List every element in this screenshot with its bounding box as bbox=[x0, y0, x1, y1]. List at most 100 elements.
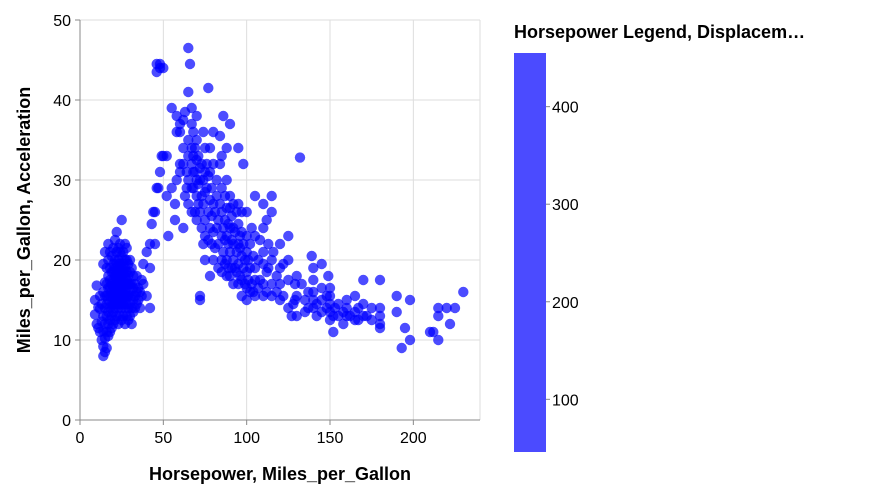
data-point bbox=[186, 102, 197, 114]
legend-label: 400 bbox=[552, 100, 579, 117]
data-point bbox=[183, 134, 194, 146]
data-point bbox=[266, 206, 277, 218]
data-point bbox=[316, 258, 327, 270]
data-point bbox=[333, 298, 344, 310]
data-point bbox=[183, 198, 194, 210]
data-point bbox=[183, 86, 194, 98]
data-point bbox=[291, 310, 302, 322]
data-point bbox=[323, 270, 334, 282]
data-point bbox=[138, 278, 149, 290]
data-point bbox=[221, 174, 232, 186]
data-point bbox=[261, 214, 272, 226]
data-point bbox=[306, 250, 317, 262]
data-point bbox=[121, 242, 132, 254]
data-point bbox=[374, 274, 386, 286]
data-point bbox=[178, 114, 189, 126]
data-point bbox=[216, 150, 227, 162]
data-point bbox=[244, 238, 256, 250]
data-point bbox=[271, 270, 282, 282]
data-point bbox=[111, 226, 122, 238]
data-point bbox=[428, 326, 439, 338]
data-point bbox=[146, 218, 157, 230]
x-tick-label: 200 bbox=[400, 430, 427, 447]
data-point bbox=[241, 206, 252, 218]
legend-title: Horsepower Legend, Displacem… bbox=[514, 22, 805, 42]
data-point bbox=[258, 278, 269, 290]
data-point bbox=[224, 118, 236, 130]
data-point bbox=[158, 62, 169, 74]
data-point bbox=[249, 262, 261, 274]
data-point bbox=[211, 190, 222, 202]
x-tick-label: 100 bbox=[233, 430, 260, 447]
data-point bbox=[196, 222, 207, 234]
data-point bbox=[399, 322, 411, 334]
data-point bbox=[189, 142, 201, 154]
data-point bbox=[179, 190, 191, 202]
data-point bbox=[433, 302, 444, 314]
data-point bbox=[153, 182, 164, 194]
data-point bbox=[144, 262, 156, 274]
x-axis-title: Horsepower, Miles_per_Gallon bbox=[149, 464, 411, 484]
data-point bbox=[149, 238, 161, 250]
data-point bbox=[249, 290, 261, 302]
data-point bbox=[308, 274, 319, 286]
data-point bbox=[254, 234, 266, 246]
data-point bbox=[171, 174, 182, 186]
data-point bbox=[349, 290, 361, 302]
data-point bbox=[266, 190, 277, 202]
data-point bbox=[263, 238, 274, 250]
data-point bbox=[134, 302, 146, 314]
data-point bbox=[296, 278, 307, 290]
data-point bbox=[274, 238, 286, 250]
data-point bbox=[294, 152, 306, 163]
data-point bbox=[341, 294, 352, 306]
data-point bbox=[324, 282, 336, 294]
data-point bbox=[328, 326, 339, 338]
legend: Horsepower Legend, Displacem… 400 300 200 1… bbox=[514, 22, 805, 452]
data-point bbox=[161, 150, 172, 162]
data-point bbox=[316, 282, 327, 294]
data-point bbox=[124, 254, 136, 266]
data-point bbox=[116, 214, 127, 226]
data-point bbox=[278, 290, 289, 302]
data-point bbox=[458, 286, 469, 298]
data-point bbox=[374, 318, 386, 330]
data-point bbox=[324, 290, 336, 302]
data-point bbox=[211, 174, 222, 186]
data-point bbox=[338, 318, 349, 330]
data-point bbox=[166, 182, 177, 194]
data-point bbox=[249, 190, 261, 202]
data-point bbox=[199, 254, 211, 266]
data-point bbox=[169, 214, 181, 226]
x-tick-label: 0 bbox=[76, 430, 85, 447]
data-point bbox=[274, 278, 286, 290]
data-point bbox=[203, 82, 214, 94]
data-point bbox=[191, 134, 202, 146]
data-point bbox=[233, 142, 244, 154]
data-point bbox=[194, 206, 206, 218]
data-point bbox=[449, 302, 461, 314]
data-point bbox=[299, 294, 311, 306]
data-point bbox=[166, 102, 177, 114]
data-point bbox=[161, 190, 172, 202]
data-point bbox=[198, 126, 209, 138]
data-point bbox=[246, 222, 257, 234]
y-axis-title: Miles_per_Gallon, Acceleration bbox=[14, 87, 34, 353]
y-tick-label: 50 bbox=[53, 13, 71, 30]
data-point bbox=[433, 334, 444, 346]
data-points bbox=[89, 42, 469, 362]
data-point bbox=[184, 58, 196, 70]
data-point bbox=[183, 174, 194, 186]
data-point bbox=[141, 290, 152, 302]
y-tick-label: 20 bbox=[53, 253, 71, 270]
data-point bbox=[144, 302, 156, 314]
legend-color-bar bbox=[514, 53, 546, 452]
data-point bbox=[241, 230, 252, 242]
data-point bbox=[224, 190, 236, 202]
data-point bbox=[149, 206, 161, 218]
data-point bbox=[101, 342, 112, 354]
data-point bbox=[404, 294, 416, 306]
data-point bbox=[404, 334, 416, 346]
data-point bbox=[204, 270, 216, 282]
